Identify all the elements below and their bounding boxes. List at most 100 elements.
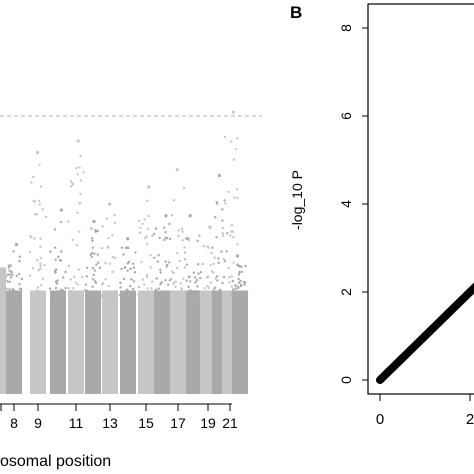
- snp-point: [224, 202, 227, 205]
- qq-point-run: [421, 310, 452, 340]
- snp-point: [39, 185, 43, 188]
- snp-point: [94, 281, 98, 284]
- snp-point: [230, 224, 234, 227]
- snp-point: [85, 289, 89, 292]
- snp-point: [86, 294, 89, 297]
- snp-point: [236, 196, 239, 200]
- chromosome-band-11: [68, 290, 84, 394]
- snp-point: [85, 266, 89, 269]
- snp-point: [94, 228, 97, 232]
- snp-point: [62, 276, 65, 279]
- snp-point: [234, 284, 237, 287]
- snp-point: [172, 281, 176, 285]
- snp-point: [146, 287, 149, 290]
- snp-point: [170, 213, 173, 217]
- panel-label-b: B: [290, 3, 302, 22]
- snp-point: [205, 293, 208, 296]
- chromosome-band-13: [102, 290, 118, 394]
- snp-point: [96, 253, 99, 256]
- snp-point: [130, 278, 133, 281]
- snp-point: [212, 271, 215, 274]
- snp-point: [127, 260, 131, 264]
- snp-point: [189, 289, 192, 292]
- snp-point: [221, 219, 224, 222]
- snp-point: [6, 292, 10, 296]
- manhattan-x-axis-label: osomal position: [0, 453, 111, 470]
- snp-point: [209, 294, 212, 298]
- snp-point: [11, 289, 14, 292]
- snp-point: [15, 274, 18, 278]
- peak-point-chr13: [108, 202, 112, 206]
- snp-point: [230, 285, 233, 288]
- snp-point: [70, 294, 74, 298]
- snp-point: [165, 265, 168, 268]
- snp-point: [182, 277, 185, 280]
- snp-point: [206, 245, 209, 248]
- snp-point: [152, 232, 156, 236]
- snp-point: [146, 243, 149, 246]
- snp-point: [90, 251, 94, 255]
- snp-point: [125, 293, 128, 296]
- snp-point: [183, 258, 187, 261]
- snp-point: [141, 295, 145, 298]
- snp-point: [10, 271, 14, 274]
- snp-point: [64, 270, 67, 274]
- chromosome-band-15: [138, 290, 154, 394]
- snp-point: [31, 267, 35, 270]
- snp-point: [203, 295, 206, 298]
- snp-point: [132, 266, 136, 269]
- snp-point: [193, 294, 196, 297]
- snp-point: [154, 227, 158, 230]
- snp-point: [235, 293, 238, 296]
- snp-point: [119, 291, 123, 295]
- snp-point: [71, 287, 75, 290]
- snp-point: [76, 211, 79, 215]
- snp-point: [243, 281, 247, 284]
- snp-point: [206, 284, 209, 288]
- snp-point: [54, 258, 57, 261]
- snp-point: [222, 275, 226, 279]
- snp-point: [180, 227, 184, 230]
- snp-point: [213, 256, 216, 259]
- snp-point: [74, 281, 77, 284]
- snp-point: [237, 277, 240, 281]
- snp-point: [38, 203, 42, 206]
- snp-point: [211, 246, 214, 249]
- snp-point: [174, 280, 177, 283]
- snp-point: [157, 295, 161, 298]
- manhattan-points: [0, 110, 249, 394]
- chromosome-band-10: [50, 290, 66, 394]
- snp-point: [201, 262, 204, 266]
- snp-point: [231, 279, 235, 283]
- snp-point: [175, 266, 179, 270]
- snp-point: [195, 293, 199, 296]
- snp-point: [36, 289, 39, 292]
- chromosome-band-17: [170, 290, 186, 394]
- snp-point: [177, 229, 180, 232]
- snp-point: [101, 292, 105, 296]
- x-axis-ticks: 8 9 11 13 15 17 19 21: [0, 404, 238, 431]
- chromosome-band-22: [232, 290, 248, 394]
- y-axis-ticks: 0 2 4 6 8: [338, 24, 368, 384]
- peak-point-chr22: [235, 254, 240, 258]
- snp-point: [53, 246, 57, 249]
- snp-point: [218, 288, 222, 292]
- snp-point: [129, 284, 132, 288]
- snp-point: [172, 271, 175, 275]
- snp-point: [85, 275, 89, 278]
- snp-point: [239, 291, 242, 295]
- chromosome-band-12: [85, 290, 101, 394]
- snp-point: [87, 290, 91, 294]
- snp-point: [243, 290, 246, 294]
- snp-point: [32, 175, 35, 179]
- snp-point: [167, 283, 170, 286]
- qq-plot-frame: [367, 3, 474, 395]
- snp-point: [164, 230, 167, 234]
- snp-point: [91, 246, 95, 249]
- snp-point: [69, 278, 72, 281]
- snp-point: [205, 276, 209, 279]
- snp-point: [195, 278, 199, 282]
- snp-point: [90, 237, 94, 240]
- snp-point: [164, 260, 167, 263]
